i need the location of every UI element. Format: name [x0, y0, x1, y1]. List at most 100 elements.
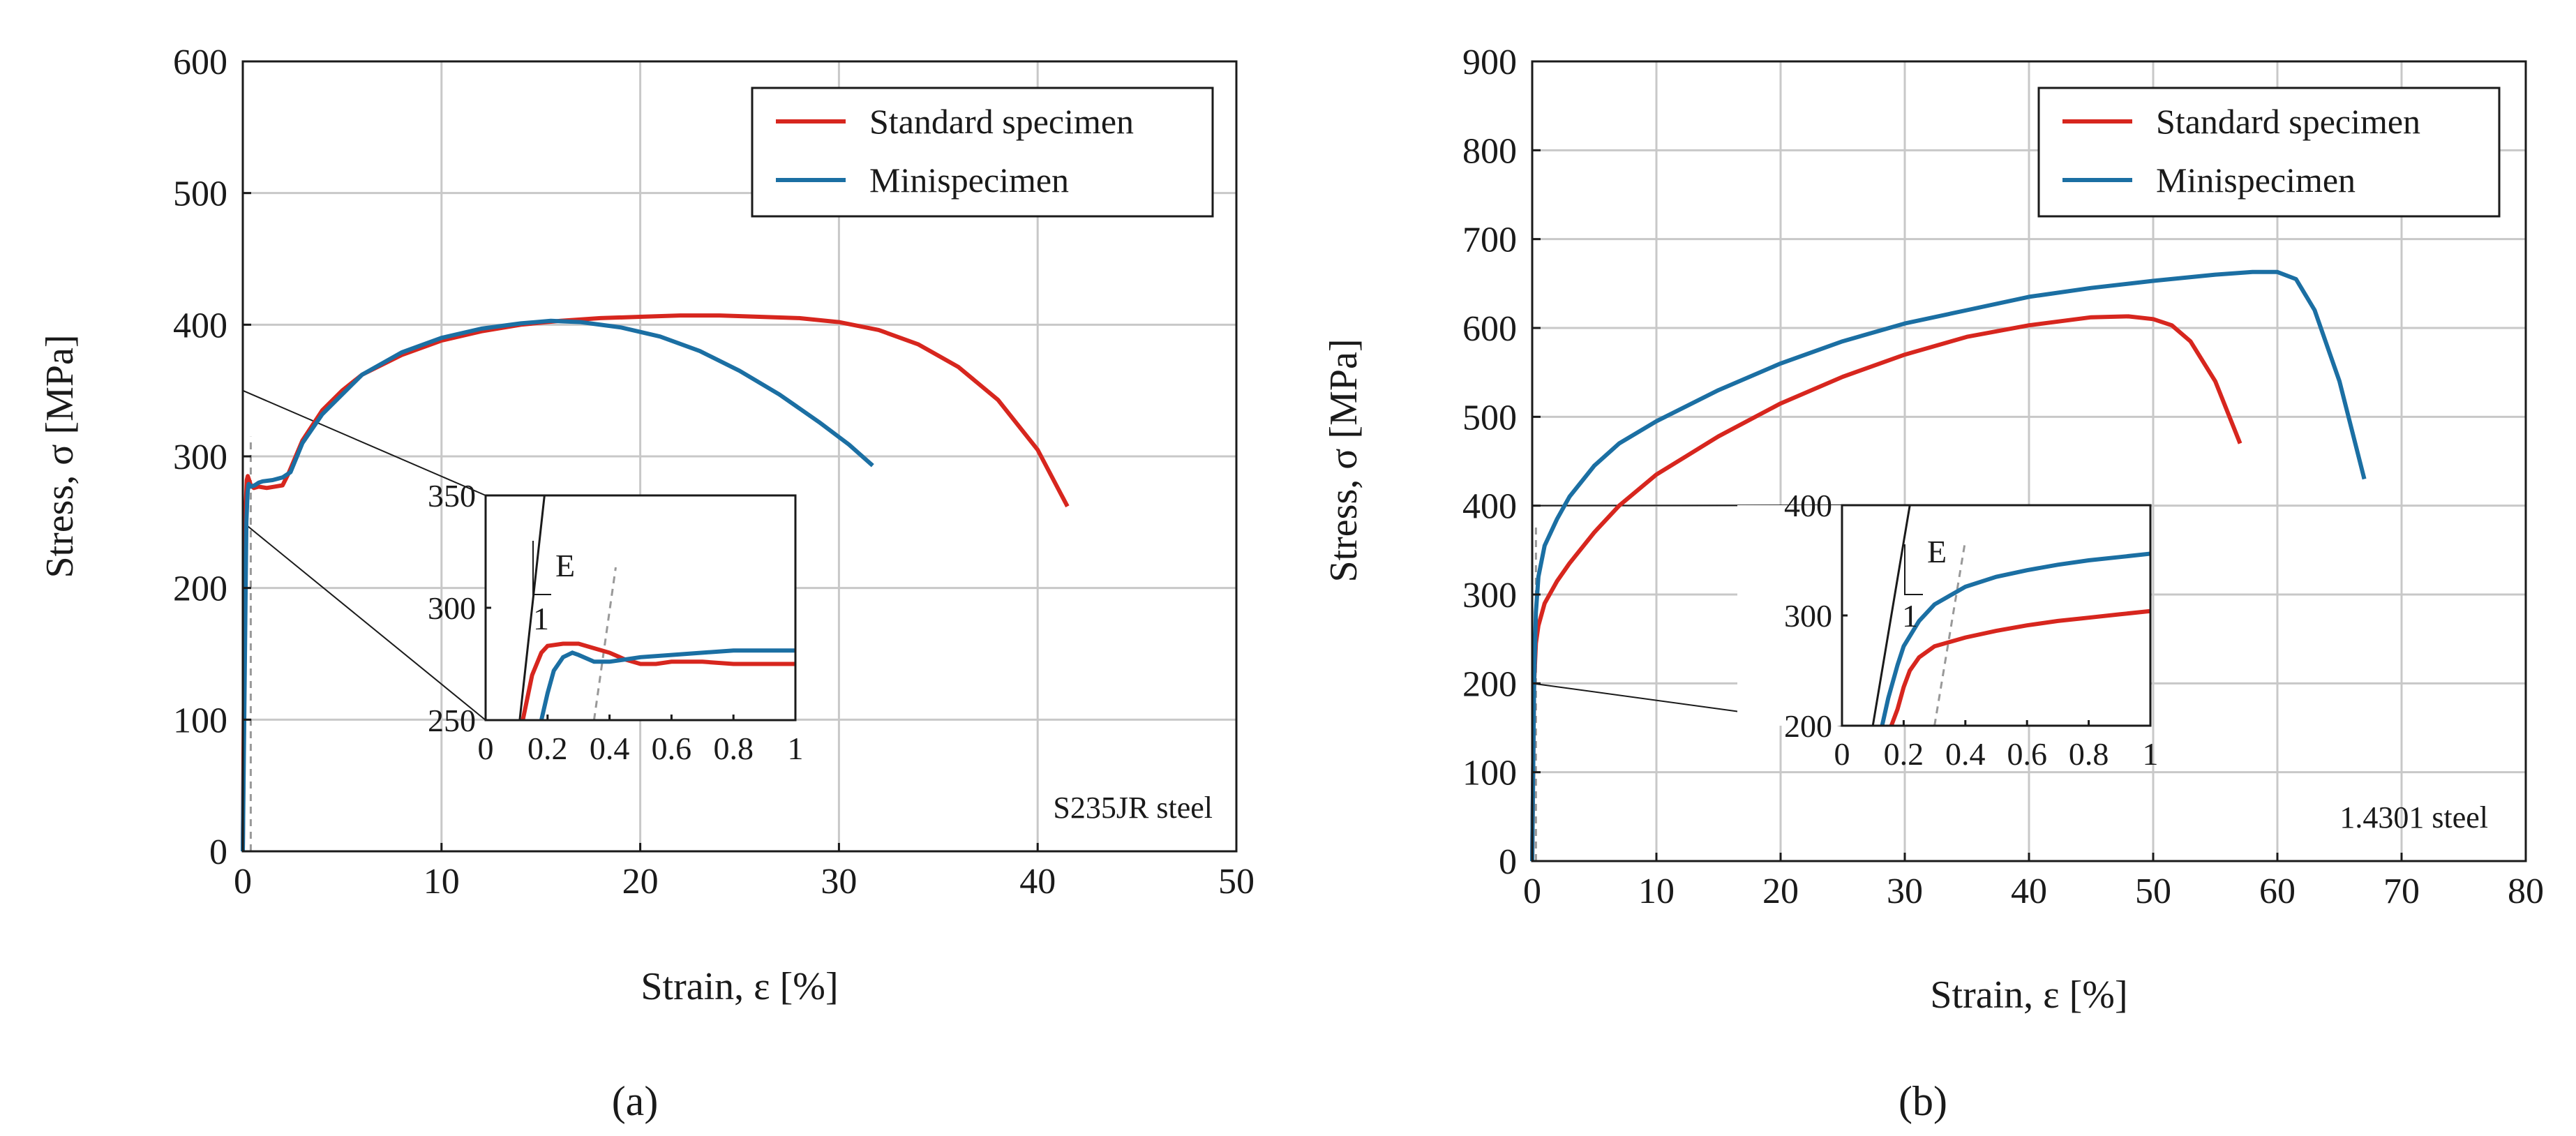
panel-a-legend-mini-label: Minispecimen	[869, 160, 1069, 200]
a-inset-x-tick-label: 0.4	[590, 731, 630, 766]
panel-a-legend-standard-label: Standard specimen	[869, 102, 1134, 141]
b-y-tick-label: 700	[1462, 221, 1517, 260]
panel-a-inset-tick-labels: 0 0.2 0.4 0.6 0.8 1 250 300 350	[428, 478, 804, 766]
a-inset-x-tick-label: 1	[788, 731, 804, 766]
b-inset-y-tick-label: 300	[1784, 598, 1832, 634]
b-inset-x-tick-label: 0	[1834, 736, 1850, 772]
b-y-tick-label: 100	[1462, 754, 1517, 793]
b-y-tick-label: 200	[1462, 664, 1517, 704]
b-x-tick-label: 0	[1523, 872, 1541, 911]
panel-b-legend-box	[2037, 87, 2501, 218]
panel-a-inset-slope-triangle	[532, 541, 551, 595]
a-inset-x-tick-label: 0.6	[652, 731, 692, 766]
panel-b-legend-mini-label: Minispecimen	[2156, 160, 2356, 200]
a-y-tick-label: 600	[173, 43, 227, 82]
panel-b-inset-guide-line	[1933, 540, 1967, 726]
panel-a-minispecimen-line	[241, 318, 874, 852]
panel-b-legend-standard-label: Standard specimen	[2156, 102, 2420, 141]
panel-a-inset-elastic-line	[518, 495, 546, 720]
b-inset-x-tick-label: 0.2	[1884, 736, 1924, 772]
a-x-tick-label: 50	[1218, 862, 1255, 902]
b-x-tick-label: 70	[2383, 872, 2420, 911]
panel-a-x-axis-label: Strain, ε [%]	[641, 965, 838, 1008]
b-x-tick-label: 50	[2135, 872, 2171, 911]
b-inset-x-tick-label: 0.4	[1945, 736, 1986, 772]
a-zoom-connector-bottom	[242, 521, 486, 721]
panel-b-tick-labels: 0 10 20 30 40 50 60 70 8001002003004005006007008…	[1462, 43, 2544, 911]
panel-a-inset: E 1 0 0.2 0.4 0.6 0.8 1 250 300 350	[428, 478, 804, 766]
panel-a-inset-standard-line	[521, 641, 795, 720]
a-x-tick-label: 40	[1019, 862, 1056, 902]
b-inset-x-tick-label: 0.8	[2069, 736, 2109, 772]
a-y-tick-label: 200	[173, 569, 227, 609]
panel-b-inset-slope-run: 1	[1902, 598, 1918, 634]
b-x-tick-label: 60	[2259, 872, 2296, 911]
b-inset-x-tick-label: 0.6	[2007, 736, 2047, 772]
a-inset-x-tick-label: 0.8	[713, 731, 754, 766]
a-y-tick-label: 100	[173, 701, 227, 740]
b-x-tick-label: 40	[2011, 872, 2047, 911]
b-x-tick-label: 80	[2508, 872, 2544, 911]
panel-b-inset-elastic-line	[1871, 505, 1911, 726]
a-inset-y-tick-label: 350	[428, 478, 476, 514]
panel-b-inset-series	[1871, 505, 2150, 726]
panel-a-inset-series	[518, 495, 795, 720]
a-x-tick-label: 30	[821, 862, 857, 902]
panel-a-inset-guide-line	[592, 567, 617, 720]
panel-b-inset-slope-label: E	[1927, 534, 1947, 569]
panel-a-inset-slope-label: E	[555, 548, 575, 583]
panel-b: 0 10 20 30 40 50 60 70 8001002003004005006007008…	[1322, 43, 2544, 1124]
panel-b-minispecimen-line	[1530, 269, 2367, 862]
b-y-tick-label: 300	[1462, 576, 1517, 615]
b-inset-y-tick-label: 200	[1784, 708, 1832, 744]
a-inset-x-tick-label: 0	[478, 731, 494, 766]
panel-a-zoom-connectors	[242, 389, 486, 721]
b-x-tick-label: 20	[1762, 872, 1799, 911]
b-y-tick-label: 400	[1462, 487, 1517, 527]
panel-a-legend: Standard specimen Minispecimen	[751, 87, 1214, 218]
panel-b-x-axis-label: Strain, ε [%]	[1930, 973, 2127, 1017]
panel-b-legend: Standard specimen Minispecimen	[2037, 87, 2501, 218]
a-y-tick-label: 0	[209, 832, 227, 872]
a-x-tick-label: 0	[234, 862, 252, 902]
a-y-tick-label: 400	[173, 306, 227, 345]
panel-b-inset-background	[1737, 505, 2150, 726]
a-x-tick-label: 20	[622, 862, 659, 902]
b-y-tick-label: 900	[1462, 43, 1517, 82]
panel-b-inset-slope-triangle	[1904, 544, 1923, 595]
b-inset-y-tick-label: 400	[1784, 488, 1832, 523]
b-y-tick-label: 0	[1499, 842, 1517, 882]
a-inset-y-tick-label: 250	[428, 703, 476, 738]
b-x-tick-label: 10	[1638, 872, 1675, 911]
a-y-tick-label: 300	[173, 438, 227, 477]
b-inset-x-tick-label: 1	[2143, 736, 2159, 772]
b-y-tick-label: 500	[1462, 398, 1517, 438]
panel-a-y-axis-label: Stress, σ [MPa]	[38, 334, 82, 578]
panel-a-material-label: S235JR steel	[1053, 791, 1213, 825]
panel-b-standard-specimen-line	[1530, 314, 2242, 862]
panel-a-legend-box	[751, 87, 1214, 218]
panel-b-inset-mini-line	[1880, 551, 2150, 726]
panel-b-figure-label: (b)	[1899, 1078, 1947, 1124]
panel-a-inset-slope-run: 1	[533, 601, 549, 636]
a-y-tick-label: 500	[173, 174, 227, 214]
b-y-tick-label: 800	[1462, 131, 1517, 171]
panel-b-inset: E 1 0 0.2 0.4 0.6 0.8 1 200 300 400	[1737, 488, 2159, 772]
b-x-tick-label: 30	[1887, 872, 1923, 911]
panel-b-inset-standard-line	[1889, 608, 2150, 726]
b-y-tick-label: 600	[1462, 309, 1517, 349]
a-inset-y-tick-label: 300	[428, 590, 476, 626]
a-zoom-connector-top	[242, 389, 486, 496]
a-inset-x-tick-label: 0.2	[527, 731, 568, 766]
panel-a-figure-label: (a)	[612, 1078, 659, 1124]
a-x-tick-label: 10	[424, 862, 460, 902]
panel-a-inset-mini-line	[539, 648, 795, 720]
panel-b-series	[1530, 269, 2367, 862]
panel-b-inset-tick-labels: 0 0.2 0.4 0.6 0.8 1 200 300 400	[1784, 488, 2159, 772]
panel-a-inset-background	[486, 495, 795, 720]
panel-a-series	[241, 313, 1070, 852]
panel-b-material-label: 1.4301 steel	[2339, 800, 2488, 835]
